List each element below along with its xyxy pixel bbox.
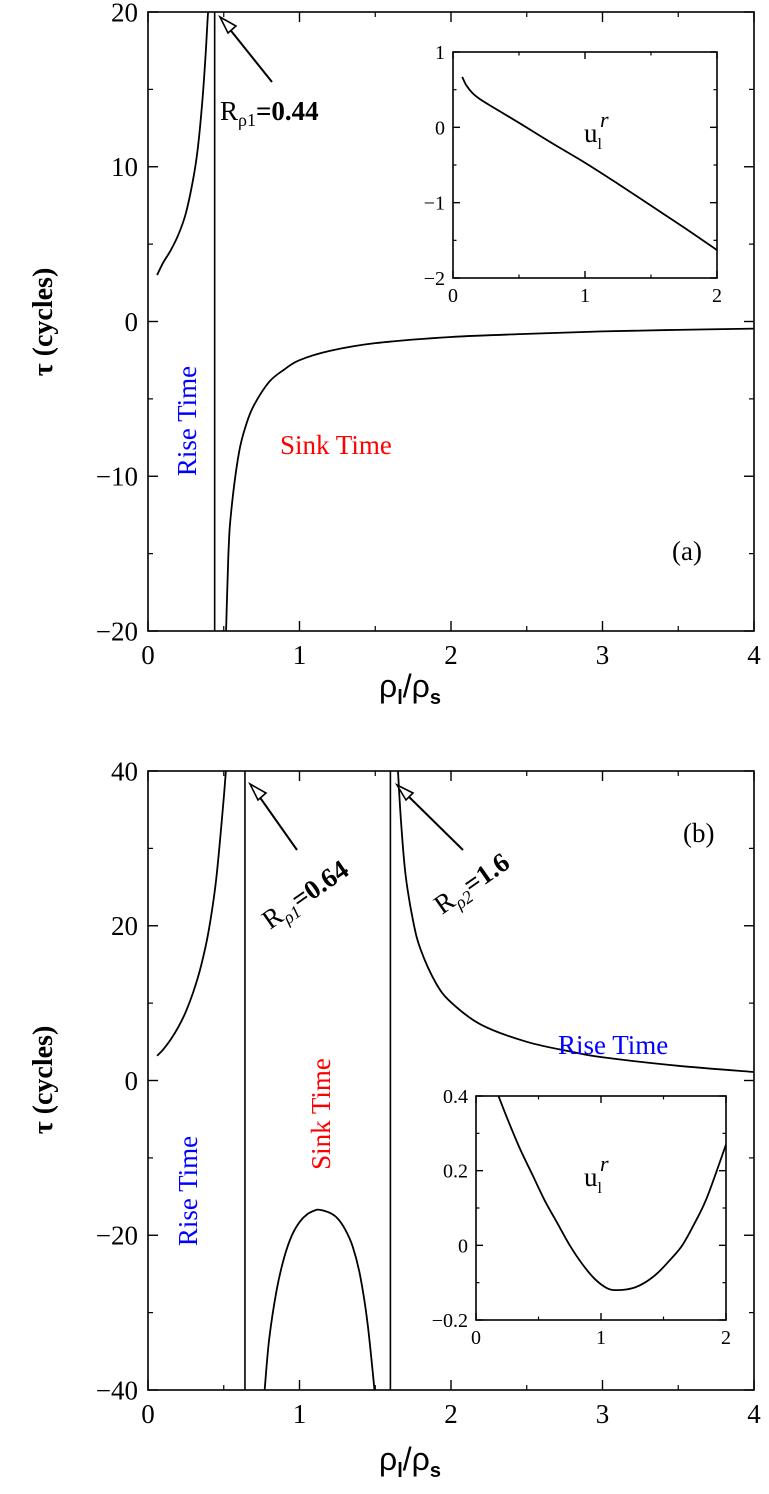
y-tick-label: 0 bbox=[435, 117, 445, 139]
panel-b-inset-curves bbox=[497, 1096, 726, 1292]
x-tick-label: 3 bbox=[596, 1399, 610, 1429]
panel-a-inset-curves bbox=[461, 76, 717, 251]
y-tick-label: 0 bbox=[458, 1235, 468, 1257]
x-tick-label: 0 bbox=[141, 1399, 155, 1429]
panel-a-inset: 0 1 2 −2 −1 0 1 ulr bbox=[424, 42, 722, 307]
y-tick-label: 40 bbox=[111, 756, 138, 786]
panel-b-annotation2-arrow bbox=[401, 789, 464, 851]
x-tick-label: 2 bbox=[721, 1327, 731, 1349]
panel-b-annotation1-arrow bbox=[253, 788, 298, 851]
panel-b-inset-label: ulr bbox=[584, 1151, 609, 1197]
panel-a-inset-frame bbox=[452, 51, 718, 279]
y-tick-label: 0.4 bbox=[443, 1086, 468, 1108]
panel-a-inset-ticks: 0 1 2 −2 −1 0 1 bbox=[424, 42, 722, 307]
series-line-2 bbox=[225, 327, 754, 631]
x-tick-label: 3 bbox=[596, 640, 610, 670]
panel-b-x-axis-title: ρl/ρs bbox=[379, 1441, 441, 1482]
y-tick-label: 0.2 bbox=[443, 1161, 468, 1183]
panel-a-curves bbox=[156, 12, 754, 631]
series-line-1 bbox=[156, 771, 227, 1057]
x-tick-label: 4 bbox=[747, 1399, 761, 1429]
x-tick-label: 1 bbox=[580, 285, 590, 307]
panel-a-rise-time-label: Rise Time bbox=[172, 366, 202, 476]
panel-b-y-axis-title: τ (cycles) bbox=[28, 1026, 59, 1135]
x-tick-label: 2 bbox=[712, 285, 722, 307]
panel-b-inset: 0 1 2−0.200.20.4 ulr bbox=[432, 1086, 731, 1349]
panel-b-rise-time-label-left: Rise Time bbox=[173, 1136, 203, 1246]
x-tick-label: 0 bbox=[141, 640, 155, 670]
x-tick-label: 0 bbox=[448, 285, 458, 307]
panel-a-annotation-arrow bbox=[223, 21, 273, 83]
panel-b-inset-frame bbox=[475, 1095, 727, 1321]
panel-b-annotation2-arrowhead bbox=[394, 783, 415, 802]
x-tick-label: 1 bbox=[596, 1327, 606, 1349]
series-line-1 bbox=[156, 12, 209, 276]
panel-a-inset-label: ulr bbox=[584, 107, 609, 153]
panel-a-tag: (a) bbox=[672, 536, 702, 566]
x-tick-label: 0 bbox=[471, 1327, 481, 1349]
y-tick-label: −20 bbox=[96, 616, 138, 646]
x-tick-label: 4 bbox=[747, 640, 761, 670]
panel-a-annotation-arrowhead bbox=[218, 15, 238, 35]
x-tick-label: 1 bbox=[293, 1399, 307, 1429]
panel-b-annotation1-label: Rρ1=0.64 bbox=[256, 854, 356, 938]
x-tick-label: 1 bbox=[293, 640, 307, 670]
y-tick-label: 20 bbox=[111, 0, 138, 27]
series-line-2 bbox=[263, 1208, 376, 1390]
panel-b-annotation2-label: Rρ2=1.6 bbox=[428, 847, 517, 923]
panel-b-tag: (b) bbox=[683, 818, 714, 848]
y-tick-label: 0 bbox=[125, 307, 139, 337]
y-tick-label: 1 bbox=[435, 42, 445, 64]
series-line-3 bbox=[397, 771, 754, 1073]
panel-b-inset-ticks: 0 1 2−0.200.20.4 bbox=[432, 1086, 731, 1349]
y-tick-label: −1 bbox=[424, 193, 445, 215]
x-tick-label: 2 bbox=[444, 640, 458, 670]
panel-b-annotation1-arrowhead bbox=[248, 782, 268, 802]
panel-a-x-axis-title: ρl/ρs bbox=[379, 668, 441, 709]
y-tick-label: 10 bbox=[111, 152, 138, 182]
series-line-1 bbox=[461, 76, 717, 251]
panel-b-rise-time-label-right: Rise Time bbox=[558, 1030, 668, 1060]
panel-a-sink-time-label: Sink Time bbox=[280, 430, 392, 460]
series-line-1 bbox=[497, 1096, 726, 1292]
y-tick-label: −2 bbox=[424, 268, 445, 290]
panel-b-sink-time-label: Sink Time bbox=[306, 1058, 336, 1170]
x-tick-label: 2 bbox=[444, 1399, 458, 1429]
y-tick-label: −40 bbox=[96, 1375, 138, 1405]
y-tick-label: −10 bbox=[96, 462, 138, 492]
panel-a-annotation-label: Rρ1=0.44 bbox=[220, 96, 319, 130]
panel-b-curves bbox=[156, 771, 754, 1390]
y-tick-label: −0.2 bbox=[432, 1310, 468, 1332]
y-tick-label: −20 bbox=[96, 1221, 138, 1251]
panel-a-y-axis-title: τ (cycles) bbox=[28, 268, 59, 377]
y-tick-label: 20 bbox=[111, 911, 138, 941]
y-tick-label: 0 bbox=[125, 1066, 139, 1096]
